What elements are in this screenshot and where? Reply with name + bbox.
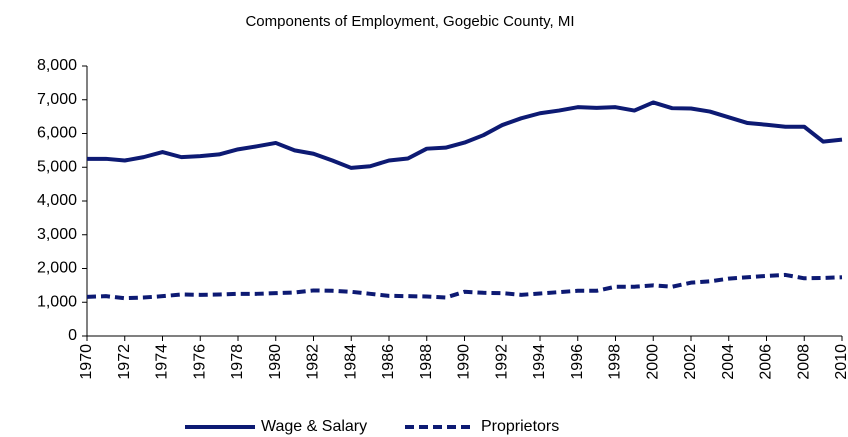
y-tick-label: 5,000	[37, 158, 77, 175]
x-tick-label: 1988	[418, 344, 435, 380]
x-tick-label: 2004	[720, 344, 737, 380]
y-tick-label: 4,000	[37, 192, 77, 209]
x-tick-label: 1984	[342, 344, 359, 380]
x-tick-label: 1978	[229, 344, 246, 380]
y-tick-label: 1,000	[37, 293, 77, 310]
x-tick-label: 1990	[456, 344, 473, 380]
x-tick-label: 1992	[493, 344, 510, 380]
x-tick-label: 1976	[191, 344, 208, 380]
y-tick-label: 7,000	[37, 91, 77, 108]
series-line	[87, 100, 843, 170]
y-tick-label: 2,000	[37, 260, 77, 277]
series-line	[86, 272, 843, 301]
x-tick-label: 1970	[78, 344, 95, 380]
x-tick-label: 1986	[380, 344, 397, 380]
x-tick-label: 1974	[154, 344, 171, 380]
x-tick-label: 1972	[116, 344, 133, 380]
y-tick-label: 8,000	[37, 57, 77, 74]
x-tick-label: 2002	[682, 344, 699, 380]
x-tick-label: 2006	[758, 344, 775, 380]
legend-label: Proprietors	[481, 418, 559, 435]
x-tick-label: 1982	[305, 344, 322, 380]
y-tick-label: 3,000	[37, 226, 77, 243]
x-tick-label: 1994	[531, 344, 548, 380]
y-tick-label: 6,000	[37, 125, 77, 142]
x-tick-label: 1998	[607, 344, 624, 380]
x-tick-label: 2000	[644, 344, 661, 380]
legend-label: Wage & Salary	[261, 418, 367, 435]
x-tick-label: 2008	[795, 344, 812, 380]
x-tick-label: 1980	[267, 344, 284, 380]
x-tick-label: 2010	[833, 344, 848, 380]
x-tick-label: 1996	[569, 344, 586, 380]
chart-title: Components of Employment, Gogebic County…	[245, 13, 574, 30]
y-tick-label: 0	[68, 327, 77, 344]
